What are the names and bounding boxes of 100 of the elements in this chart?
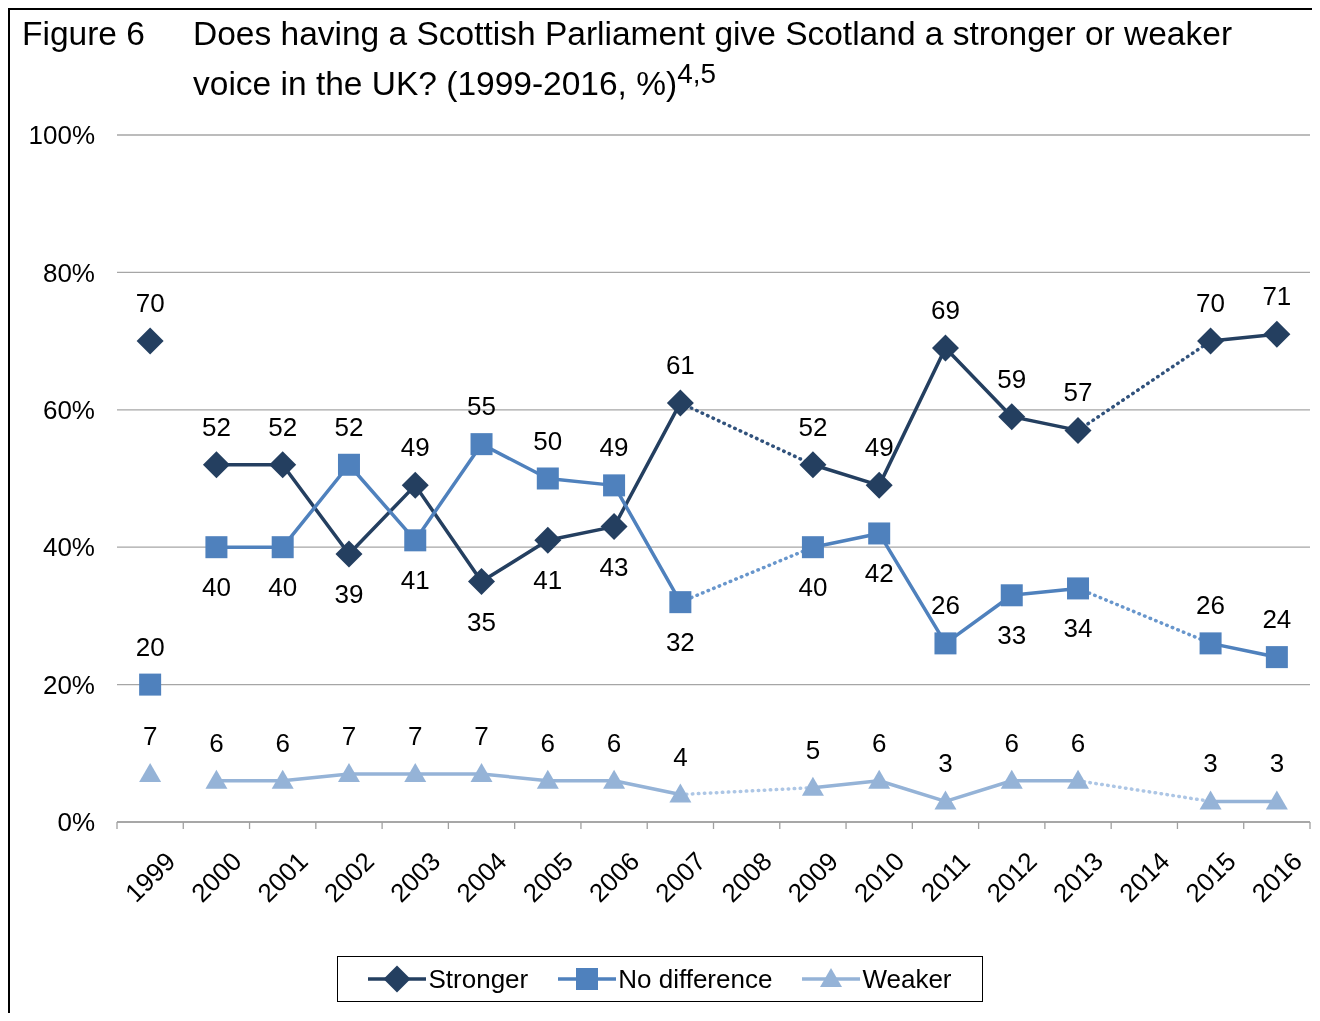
data-label: 6 xyxy=(871,727,887,758)
point xyxy=(139,762,162,782)
data-label: 6 xyxy=(275,727,290,758)
data-label: 3 xyxy=(1203,748,1218,779)
point xyxy=(335,540,363,568)
point xyxy=(404,529,427,552)
point xyxy=(603,769,626,789)
point xyxy=(468,568,496,596)
point xyxy=(1199,790,1222,810)
point xyxy=(868,769,891,789)
point xyxy=(1197,327,1225,355)
data-label: 52 xyxy=(798,411,828,442)
y-tick-label: 0% xyxy=(57,807,95,838)
legend-label: Weaker xyxy=(862,964,952,994)
data-label: 59 xyxy=(997,363,1027,394)
data-label: 52 xyxy=(334,411,364,442)
data-label: 42 xyxy=(864,558,894,589)
y-tick-label: 40% xyxy=(42,532,95,563)
data-label: 7 xyxy=(474,720,489,751)
point xyxy=(1064,416,1092,444)
data-label: 71 xyxy=(1262,281,1292,312)
point xyxy=(1263,320,1291,348)
point xyxy=(401,471,429,499)
data-label: 26 xyxy=(931,590,960,621)
point xyxy=(271,769,294,789)
data-label: 24 xyxy=(1262,604,1292,635)
point xyxy=(998,403,1026,431)
point xyxy=(1067,769,1090,789)
point xyxy=(600,513,628,541)
point xyxy=(801,776,824,796)
point xyxy=(205,769,228,789)
data-label: 5 xyxy=(805,734,821,765)
y-tick-label: 100% xyxy=(28,120,95,151)
data-label: 70 xyxy=(135,288,165,319)
point xyxy=(136,327,164,355)
y-tick-label: 60% xyxy=(42,395,95,426)
y-tick-label: 20% xyxy=(42,669,95,700)
point xyxy=(669,591,692,614)
point xyxy=(139,673,162,696)
data-label: 6 xyxy=(540,727,556,758)
data-label: 7 xyxy=(341,720,357,751)
data-label: 7 xyxy=(408,720,423,751)
data-label: 57 xyxy=(1063,377,1093,408)
data-label: 49 xyxy=(400,432,430,463)
data-label: 34 xyxy=(1063,613,1093,644)
point xyxy=(470,762,493,782)
point xyxy=(934,632,957,655)
data-label: 4 xyxy=(673,741,688,772)
point xyxy=(470,433,493,456)
point xyxy=(865,471,893,499)
data-label: 6 xyxy=(1004,727,1019,758)
data-label: 6 xyxy=(1070,727,1086,758)
legend-label: No difference xyxy=(618,964,773,994)
point xyxy=(931,334,959,362)
data-label: 49 xyxy=(864,432,894,463)
data-label: 32 xyxy=(665,627,695,658)
data-label: 49 xyxy=(599,432,629,463)
data-label: 3 xyxy=(1269,748,1285,779)
data-label: 20 xyxy=(135,631,165,662)
point xyxy=(337,762,360,782)
data-label: 7 xyxy=(142,720,158,751)
point xyxy=(536,467,559,490)
data-label: 50 xyxy=(533,425,563,456)
point xyxy=(1199,632,1222,655)
point xyxy=(271,536,294,559)
data-label: 61 xyxy=(665,349,695,380)
data-label: 26 xyxy=(1196,590,1226,621)
point xyxy=(1265,646,1288,669)
data-label: 69 xyxy=(931,294,960,325)
point xyxy=(1265,790,1288,810)
point xyxy=(801,536,824,559)
data-label: 41 xyxy=(400,565,430,596)
data-label: 41 xyxy=(533,565,563,596)
data-label: 52 xyxy=(268,411,298,442)
point xyxy=(337,453,360,476)
point xyxy=(934,790,957,810)
point xyxy=(404,762,427,782)
point xyxy=(1067,577,1090,600)
point xyxy=(534,526,562,554)
point xyxy=(666,389,694,417)
data-label: 70 xyxy=(1196,288,1226,319)
data-label: 40 xyxy=(798,572,828,603)
data-label: 39 xyxy=(334,579,364,610)
point xyxy=(669,783,692,803)
data-label: 3 xyxy=(938,748,953,779)
point xyxy=(1000,584,1023,607)
data-label: 6 xyxy=(606,727,622,758)
point xyxy=(536,769,559,789)
point xyxy=(269,451,297,479)
point xyxy=(799,451,827,479)
point xyxy=(205,536,228,559)
chart-title: Does having a Scottish Parliament give Scotland a stronger or weaker voice in the UK? (1999-2016, %)$^{4,5}$ xyxy=(193,14,1234,105)
data-label: 35 xyxy=(467,606,496,637)
legend-label: Stronger xyxy=(428,964,529,994)
data-label: 33 xyxy=(997,620,1027,651)
point xyxy=(868,522,891,545)
point xyxy=(202,451,230,479)
data-label: 43 xyxy=(599,551,629,582)
data-label: 40 xyxy=(201,572,231,603)
data-label: 40 xyxy=(268,572,298,603)
